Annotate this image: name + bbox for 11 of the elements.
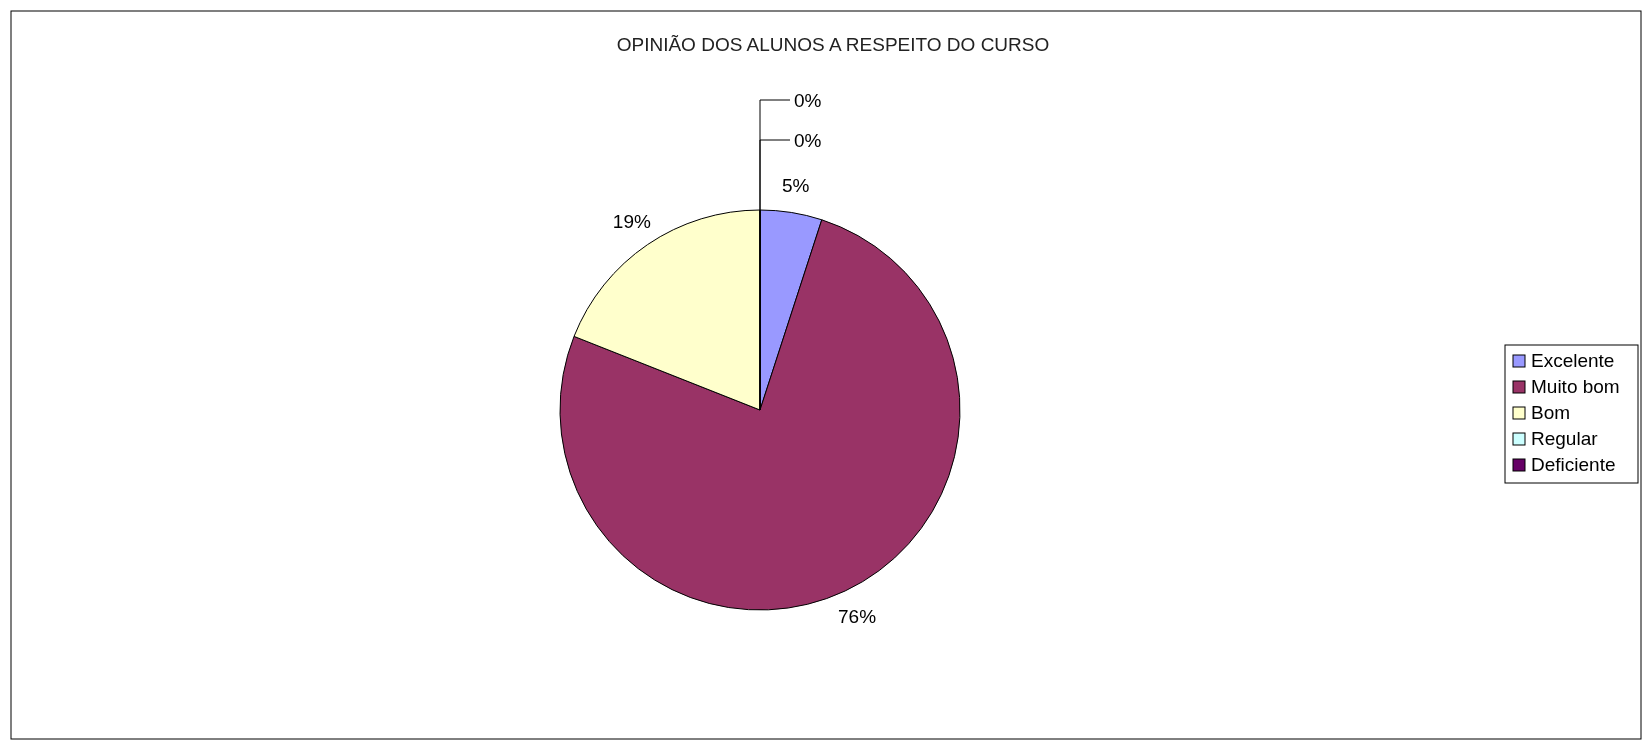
legend-label: Bom <box>1531 402 1571 423</box>
text: 0% <box>794 130 822 151</box>
legend-label: Excelente <box>1531 350 1615 371</box>
text: 0% <box>794 90 822 111</box>
data-label: 5% <box>781 174 810 196</box>
data-label: 19% <box>612 211 651 233</box>
data-label: 76% <box>838 606 877 628</box>
legend-label: Regular <box>1531 428 1599 449</box>
legend-label: Muito bom <box>1531 376 1620 397</box>
chart-title: OPINIÃO DOS ALUNOS A RESPEITO DO CURSO <box>616 34 1050 55</box>
legend-label: Deficiente <box>1531 454 1616 475</box>
